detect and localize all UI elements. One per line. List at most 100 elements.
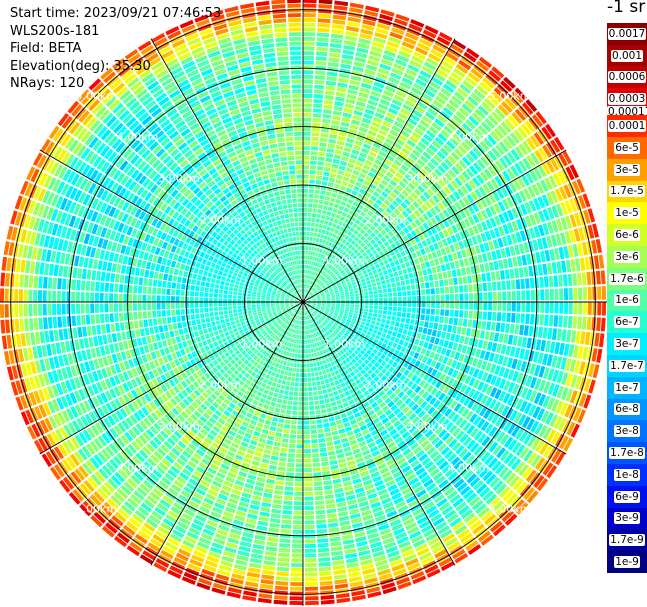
ppi-cell xyxy=(313,271,316,276)
ppi-cell xyxy=(458,59,472,71)
ppi-cell xyxy=(319,310,324,314)
ppi-cell xyxy=(254,395,261,401)
ppi-cell xyxy=(559,302,564,314)
ppi-cell xyxy=(390,336,396,342)
ppi-cell xyxy=(227,537,240,545)
ppi-cell xyxy=(295,458,303,463)
ppi-cell xyxy=(558,342,565,356)
ppi-cell xyxy=(81,445,92,458)
ppi-cell xyxy=(303,179,309,184)
ppi-cell xyxy=(147,542,161,553)
ppi-cell xyxy=(411,481,422,490)
ppi-cell xyxy=(289,391,294,396)
ppi-cell xyxy=(73,451,84,464)
ppi-cell xyxy=(472,523,485,535)
ppi-cell xyxy=(263,332,268,337)
ppi-cell xyxy=(280,528,292,534)
ppi-cell xyxy=(243,359,249,365)
ppi-cell xyxy=(458,285,464,293)
ppi-cell xyxy=(308,285,312,290)
ppi-cell xyxy=(85,459,97,472)
ppi-cell xyxy=(254,534,266,541)
ppi-cell xyxy=(307,270,310,275)
ppi-cell xyxy=(240,369,247,376)
ppi-cell xyxy=(379,98,391,107)
ppi-cell xyxy=(278,320,282,324)
ppi-cell xyxy=(206,433,215,441)
ppi-cell xyxy=(412,507,424,517)
ppi-cell xyxy=(496,447,506,459)
ppi-cell xyxy=(283,350,287,356)
ppi-cell xyxy=(212,382,219,389)
ppi-cell xyxy=(397,291,402,297)
ppi-cell xyxy=(375,321,381,327)
ppi-cell xyxy=(310,429,317,434)
ppi-cell xyxy=(376,564,390,572)
ppi-cell xyxy=(379,13,394,22)
ppi-cell xyxy=(316,170,323,176)
ppi-cell xyxy=(312,276,316,281)
ppi-cell xyxy=(369,125,379,133)
ppi-cell xyxy=(364,10,379,17)
ppi-cell xyxy=(289,311,293,315)
ppi-cell xyxy=(309,292,313,296)
ppi-cell xyxy=(533,212,541,224)
ppi-cell xyxy=(334,279,340,283)
ppi-cell xyxy=(363,238,369,245)
ppi-cell xyxy=(306,284,309,289)
ppi-cell xyxy=(418,38,433,48)
ppi-cell xyxy=(312,323,316,328)
ppi-cell xyxy=(407,400,416,409)
ppi-cell xyxy=(235,510,247,517)
ppi-cell xyxy=(483,242,490,252)
ppi-cell xyxy=(296,363,300,368)
ppi-cell xyxy=(190,413,199,422)
ppi-cell xyxy=(260,382,267,388)
ppi-cell xyxy=(423,61,437,71)
ppi-cell xyxy=(233,484,243,491)
ppi-cell xyxy=(322,271,327,276)
ppi-cell xyxy=(371,121,381,128)
ppi-cell xyxy=(483,292,488,301)
ppi-cell xyxy=(332,110,342,116)
ppi-cell xyxy=(316,519,327,524)
ppi-cell xyxy=(305,255,308,260)
ppi-cell xyxy=(400,280,406,286)
ppi-cell xyxy=(348,158,357,165)
ppi-cell xyxy=(319,137,328,143)
ppi-cell xyxy=(330,237,335,243)
ppi-cell xyxy=(477,283,483,292)
ppi-cell xyxy=(341,264,347,269)
ppi-cell xyxy=(434,118,445,128)
ppi-cell xyxy=(191,439,200,448)
ppi-cell xyxy=(240,496,251,504)
ppi-cell xyxy=(549,157,560,171)
ppi-cell xyxy=(417,185,426,194)
ppi-cell xyxy=(195,514,207,523)
ppi-cell xyxy=(272,334,277,339)
ppi-cell xyxy=(358,38,371,45)
ppi-cell xyxy=(431,329,437,337)
ppi-cell xyxy=(441,199,449,208)
ppi-cell xyxy=(415,78,427,88)
ppi-cell xyxy=(328,392,334,398)
ppi-cell xyxy=(233,458,242,466)
ppi-cell xyxy=(174,444,184,453)
ppi-cell xyxy=(321,209,327,215)
ppi-cell xyxy=(540,410,550,423)
ppi-cell xyxy=(354,165,362,172)
ppi-cell xyxy=(370,278,376,284)
ppi-cell xyxy=(173,395,182,404)
ppi-cell xyxy=(196,466,206,474)
ppi-cell xyxy=(278,364,283,369)
ppi-cell xyxy=(356,225,362,232)
ppi-cell xyxy=(303,117,312,122)
ppi-cell xyxy=(386,245,393,252)
ppi-cell xyxy=(432,453,443,463)
ppi-cell xyxy=(256,476,266,483)
ppi-cell xyxy=(180,544,193,553)
ppi-cell xyxy=(407,182,416,191)
ppi-cell xyxy=(308,334,311,339)
ppi-cell xyxy=(332,233,337,239)
ppi-cell xyxy=(414,227,421,235)
